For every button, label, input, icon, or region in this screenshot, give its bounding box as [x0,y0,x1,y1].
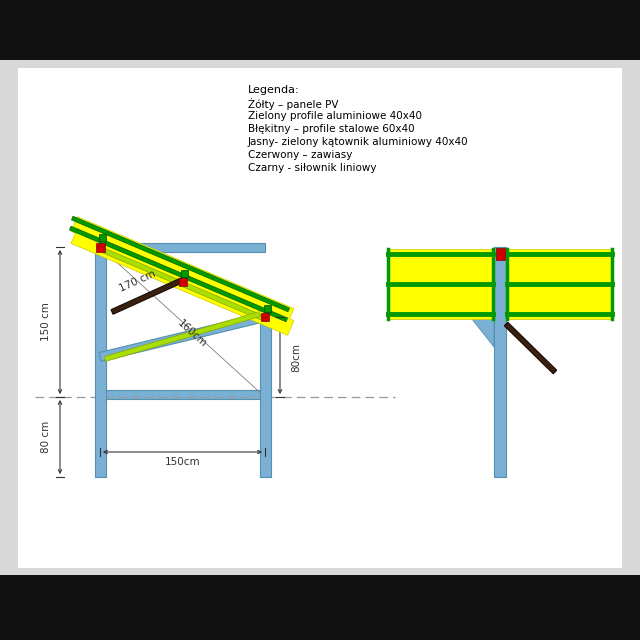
Bar [388,249,493,319]
Text: 80 cm: 80 cm [41,421,51,453]
Bar [18,68,622,568]
Polygon shape [100,243,265,252]
Bar [95,247,106,477]
Polygon shape [104,312,260,362]
Polygon shape [99,246,266,321]
Polygon shape [472,319,494,347]
Text: Czerwony – zawiasy: Czerwony – zawiasy [248,150,353,160]
Text: 80cm: 80cm [291,342,301,371]
Polygon shape [100,390,265,399]
Text: 150 cm: 150 cm [41,303,51,341]
Text: Żółty – panele PV: Żółty – panele PV [248,98,339,110]
Bar [0,60,640,575]
Polygon shape [504,322,557,374]
Bar [99,234,106,241]
Bar [264,305,271,312]
Bar [507,249,612,319]
Text: Czarny - siłownik liniowy: Czarny - siłownik liniowy [248,163,376,173]
Bar [0,575,640,640]
Polygon shape [98,242,267,322]
Text: Zielony profile aluminiowe 40x40: Zielony profile aluminiowe 40x40 [248,111,422,121]
Polygon shape [72,216,289,312]
Text: 170 cm: 170 cm [118,268,157,294]
Text: Jasny- zielony kątownik aluminiowy 40x40: Jasny- zielony kątownik aluminiowy 40x40 [248,137,468,147]
Polygon shape [111,278,184,314]
Polygon shape [71,217,294,323]
Text: Błękitny – profile stalowe 60x40: Błękitny – profile stalowe 60x40 [248,124,415,134]
Bar [0,0,640,60]
Bar [179,278,186,286]
Polygon shape [99,312,266,362]
Bar [494,247,506,477]
Bar [495,248,504,260]
Bar [95,243,104,252]
Text: Legenda:: Legenda: [248,85,300,95]
Bar [259,317,271,477]
Bar [181,269,188,276]
Text: 160cm: 160cm [176,318,209,349]
Polygon shape [70,226,287,322]
Polygon shape [71,228,294,335]
Bar [261,313,269,321]
Text: 150cm: 150cm [164,457,200,467]
